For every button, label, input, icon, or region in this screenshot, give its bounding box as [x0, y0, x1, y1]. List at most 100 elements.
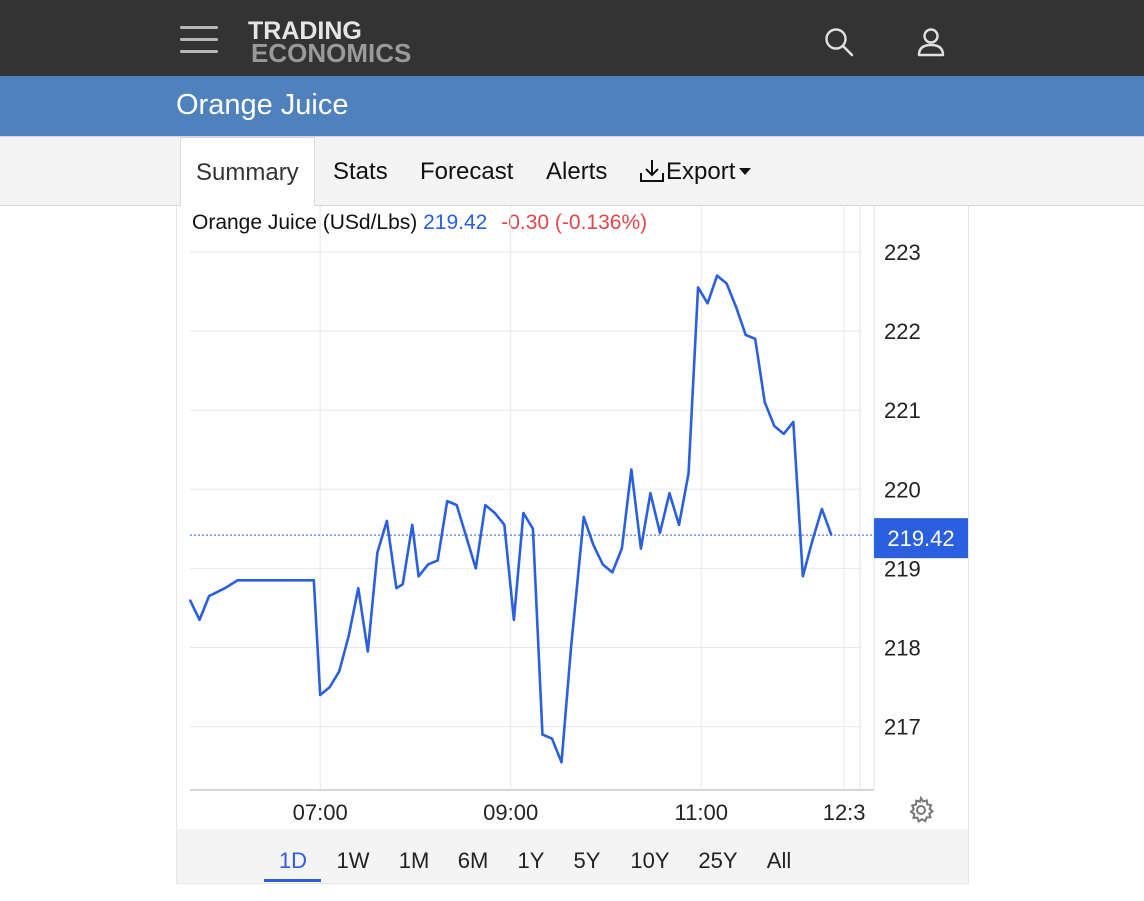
price-point — [395, 587, 398, 589]
price-point — [411, 524, 414, 526]
price-point — [592, 543, 595, 546]
x-tick-label: 11:00 — [675, 800, 728, 825]
price-point — [773, 425, 776, 427]
last-price-label: 219.42 — [887, 526, 954, 551]
y-tick-label: 218 — [884, 636, 921, 661]
price-point — [687, 472, 690, 475]
tab-alerts[interactable]: Alerts — [546, 158, 608, 185]
active-range-indicator — [264, 879, 321, 882]
price-point — [611, 571, 614, 574]
price-point — [541, 733, 544, 736]
price-point — [744, 334, 747, 336]
range-10y[interactable]: 10Y — [630, 848, 670, 873]
price-point — [802, 575, 804, 578]
search-icon[interactable] — [823, 26, 855, 58]
price-point — [287, 579, 290, 582]
price-point — [811, 539, 814, 542]
price-point — [474, 567, 477, 570]
price-point — [601, 563, 604, 566]
price-point — [208, 595, 210, 597]
price-point — [630, 468, 633, 471]
tab-bar: Summary Stats Forecast Alerts Export — [0, 136, 1144, 207]
price-point — [436, 559, 439, 562]
price-point — [300, 579, 302, 582]
price-point — [328, 686, 331, 688]
price-point — [259, 579, 261, 582]
x-tick-label: 12:3 — [823, 800, 866, 825]
title-bar: Orange Juice — [0, 76, 1144, 136]
top-navigation-bar: TRADING ECONOMICS — [0, 0, 1144, 76]
price-point — [189, 599, 191, 601]
range-1w[interactable]: 1W — [336, 848, 370, 873]
page-title: Orange Juice — [176, 89, 349, 121]
x-tick-label: 09:00 — [483, 800, 538, 825]
price-point — [274, 579, 277, 582]
range-all[interactable]: All — [766, 848, 792, 873]
chevron-down-icon — [739, 167, 752, 175]
price-point — [640, 547, 642, 550]
y-tick-label: 221 — [884, 398, 921, 423]
price-point — [522, 512, 525, 514]
price-point — [236, 579, 239, 582]
price-point — [376, 551, 379, 554]
tab-stats[interactable]: Stats — [333, 158, 388, 185]
last-price-badge — [874, 518, 968, 559]
price-point — [246, 579, 248, 582]
price-point — [503, 524, 506, 526]
price-point — [484, 504, 487, 506]
price-point — [313, 579, 315, 582]
price-point — [446, 500, 449, 502]
price-point — [319, 694, 321, 696]
user-icon[interactable] — [915, 26, 947, 58]
price-point — [582, 516, 585, 518]
price-point — [792, 421, 795, 423]
price-point — [357, 587, 360, 589]
price-point — [706, 302, 709, 305]
logo-line-1: TRADING — [248, 17, 362, 45]
price-point — [465, 535, 468, 538]
chart-header: Orange Juice (USd/Lbs) 219.42 -0.30 (-0.… — [192, 211, 647, 235]
hamburger-menu-icon[interactable] — [180, 26, 218, 56]
price-change: -0.30 (-0.136%) — [501, 211, 648, 234]
price-point — [455, 504, 458, 506]
last-price: 219.42 — [423, 211, 488, 234]
price-point — [821, 508, 823, 510]
price-point — [621, 547, 623, 550]
range-25y[interactable]: 25Y — [698, 848, 738, 873]
price-point — [401, 583, 404, 586]
y-tick-label: 217 — [884, 715, 921, 740]
tab-forecast[interactable]: Forecast — [420, 158, 514, 185]
range-6m[interactable]: 6M — [457, 848, 489, 873]
price-point — [697, 286, 699, 289]
instrument-name: Orange Juice (USd/Lbs) — [192, 211, 418, 234]
price-line — [188, 274, 833, 764]
price-point — [386, 520, 388, 522]
chart-card — [176, 206, 969, 884]
y-tick-label: 220 — [884, 477, 921, 502]
tab-summary[interactable]: Summary — [180, 137, 315, 207]
y-tick-label: 223 — [884, 240, 921, 265]
range-1m[interactable]: 1M — [398, 848, 430, 873]
price-point — [417, 575, 420, 578]
price-point — [678, 524, 680, 526]
logo-line-2: ECONOMICS — [251, 38, 412, 68]
download-icon — [640, 159, 664, 182]
price-point — [763, 401, 766, 404]
gear-icon[interactable] — [907, 795, 935, 824]
y-tick-label: 222 — [884, 319, 921, 344]
price-point — [570, 646, 572, 649]
range-1d[interactable]: 1D — [278, 848, 308, 873]
price-point — [224, 587, 226, 589]
range-1y[interactable]: 1Y — [517, 848, 545, 873]
price-point — [494, 512, 496, 514]
y-tick-label: 219 — [884, 556, 921, 581]
price-point — [560, 761, 563, 764]
price-point — [659, 531, 661, 534]
price-point — [367, 650, 369, 653]
tab-export[interactable]: Export — [638, 137, 752, 206]
price-point — [198, 619, 201, 621]
range-5y[interactable]: 5Y — [573, 848, 601, 873]
price-point — [532, 528, 534, 530]
logo[interactable]: TRADING ECONOMICS — [248, 17, 412, 68]
